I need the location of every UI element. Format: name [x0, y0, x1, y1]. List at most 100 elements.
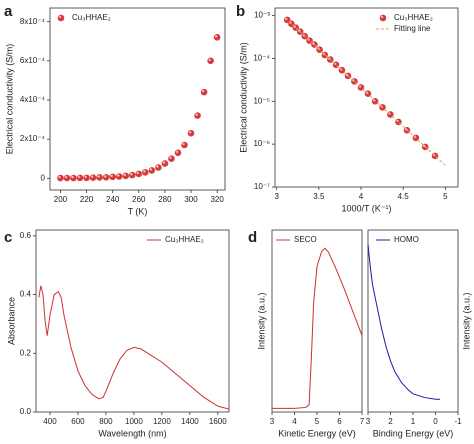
x-tick-label: 6 [337, 417, 342, 426]
data-point [89, 174, 97, 181]
x-tick-label: 2 [388, 417, 393, 426]
series-line [272, 247, 363, 409]
axes-frame [49, 7, 226, 191]
data-point [102, 173, 110, 181]
data-point [128, 171, 136, 179]
y-axis-label: Electrical conductivity (S/m) [238, 42, 248, 153]
y-tick-label: 0.6 [20, 231, 32, 240]
data-point [76, 174, 84, 182]
x-tick-label: 3 [270, 417, 275, 426]
data-point [63, 174, 71, 182]
data-point [57, 174, 64, 182]
x-tick-label: 3 [366, 417, 371, 426]
series-line [367, 244, 440, 400]
legend-label: Fitting line [394, 24, 431, 33]
data-point [142, 169, 149, 176]
data-point [83, 174, 90, 182]
x-axis-label: Binding Energy (eV) [373, 428, 454, 438]
x-tick-label: 1200 [153, 417, 171, 426]
y-tick-label: 6x10⁻⁴ [20, 56, 46, 65]
x-tick-label: 0 [433, 417, 438, 426]
axes-frame [274, 7, 459, 188]
x-tick-label: 1400 [181, 417, 199, 426]
y-tick-label: 0.4 [20, 290, 32, 299]
data-point [207, 57, 214, 65]
y-tick-label: 0.0 [20, 407, 32, 416]
series-line [284, 17, 446, 166]
axes-frame [367, 229, 459, 413]
data-point [181, 141, 188, 149]
data-point [187, 129, 195, 137]
x-tick-label: 4.5 [398, 192, 410, 201]
x-axis-label: Kinetic Energy (eV) [278, 428, 356, 438]
data-point [155, 164, 162, 171]
y-tick-label: 10⁻⁴ [253, 54, 270, 63]
panel-label: d [248, 229, 257, 246]
data-point [194, 112, 201, 119]
x-tick-label: 5 [443, 192, 448, 201]
y-tick-label: 10⁻⁷ [254, 182, 270, 191]
x-axis-label: Wavelength (nm) [98, 428, 166, 438]
x-tick-label: 800 [99, 417, 113, 426]
data-point [115, 173, 123, 180]
axes-frame [35, 229, 230, 413]
legend-marker [379, 14, 387, 22]
x-tick-label: 240 [106, 195, 120, 204]
y-axis-label: Absorbance [6, 297, 16, 345]
data-point [122, 172, 130, 180]
legend-label: Cu₃HHAE₂ [394, 13, 433, 22]
x-tick-label: 200 [54, 195, 68, 204]
x-tick-label: 600 [71, 417, 85, 426]
y-axis-label: Intensity (a.u.) [461, 292, 471, 349]
x-tick-label: 1000 [125, 417, 143, 426]
x-tick-label: 260 [132, 195, 146, 204]
x-tick-label: 3.5 [313, 192, 325, 201]
y-tick-label: 4x10⁻⁴ [20, 95, 46, 104]
y-tick-label: 10⁻³ [254, 11, 270, 20]
y-tick-label: 2x10⁻⁴ [20, 134, 46, 143]
x-tick-label: 220 [80, 195, 94, 204]
panel-label: c [4, 229, 12, 246]
data-point [200, 88, 208, 96]
data-point [96, 174, 103, 181]
panel-label: b [236, 3, 245, 20]
y-tick-label: 8x10⁻⁴ [20, 17, 46, 26]
x-tick-label: 1 [411, 417, 416, 426]
data-point [174, 149, 182, 157]
data-point [213, 34, 221, 41]
data-point [168, 155, 175, 162]
y-tick-label: 10⁻⁶ [253, 139, 269, 148]
x-axis-label: T (K) [128, 206, 148, 216]
axes-frame [271, 229, 363, 413]
legend-label: SECO [294, 235, 317, 244]
x-tick-label: -1 [454, 417, 462, 426]
panel-label: a [4, 3, 13, 20]
x-axis-label: 1000/T (K⁻¹) [341, 203, 391, 213]
x-tick-label: 5 [315, 417, 320, 426]
data-point [161, 160, 169, 167]
y-axis-label: Intensity (a.u.) [256, 292, 266, 349]
y-tick-label: 0.2 [20, 348, 32, 357]
x-tick-label: 4 [359, 192, 364, 201]
legend-marker [57, 14, 65, 22]
data-point [148, 167, 156, 174]
x-tick-label: 300 [184, 195, 198, 204]
x-tick-label: 4 [292, 417, 297, 426]
y-tick-label: 0 [40, 173, 45, 182]
x-tick-label: 320 [210, 195, 224, 204]
legend-label: HOMO [394, 235, 419, 244]
x-tick-label: 400 [43, 417, 57, 426]
data-point [70, 174, 77, 182]
x-tick-label: 3 [274, 192, 279, 201]
data-point [135, 170, 143, 178]
x-tick-label: 7 [360, 417, 365, 426]
data-point [109, 173, 116, 181]
x-tick-label: 280 [158, 195, 172, 204]
legend-label: Cu₃HHAE₂ [72, 13, 111, 22]
y-axis-label: Electrical conductivity (S/m) [4, 44, 14, 155]
x-tick-label: 1600 [209, 417, 227, 426]
series-line [38, 285, 230, 410]
y-tick-label: 10⁻⁵ [253, 96, 269, 105]
legend-label: Cu₃HHAE₂ [165, 235, 204, 244]
